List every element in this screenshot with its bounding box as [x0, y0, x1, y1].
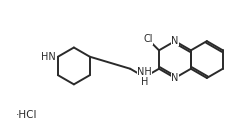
Text: HN: HN	[41, 52, 56, 62]
Text: Cl: Cl	[143, 34, 153, 44]
Text: NH
H: NH H	[137, 67, 152, 87]
Text: N: N	[171, 73, 179, 83]
Text: ·HCl: ·HCl	[16, 110, 37, 120]
Text: N: N	[171, 36, 179, 46]
